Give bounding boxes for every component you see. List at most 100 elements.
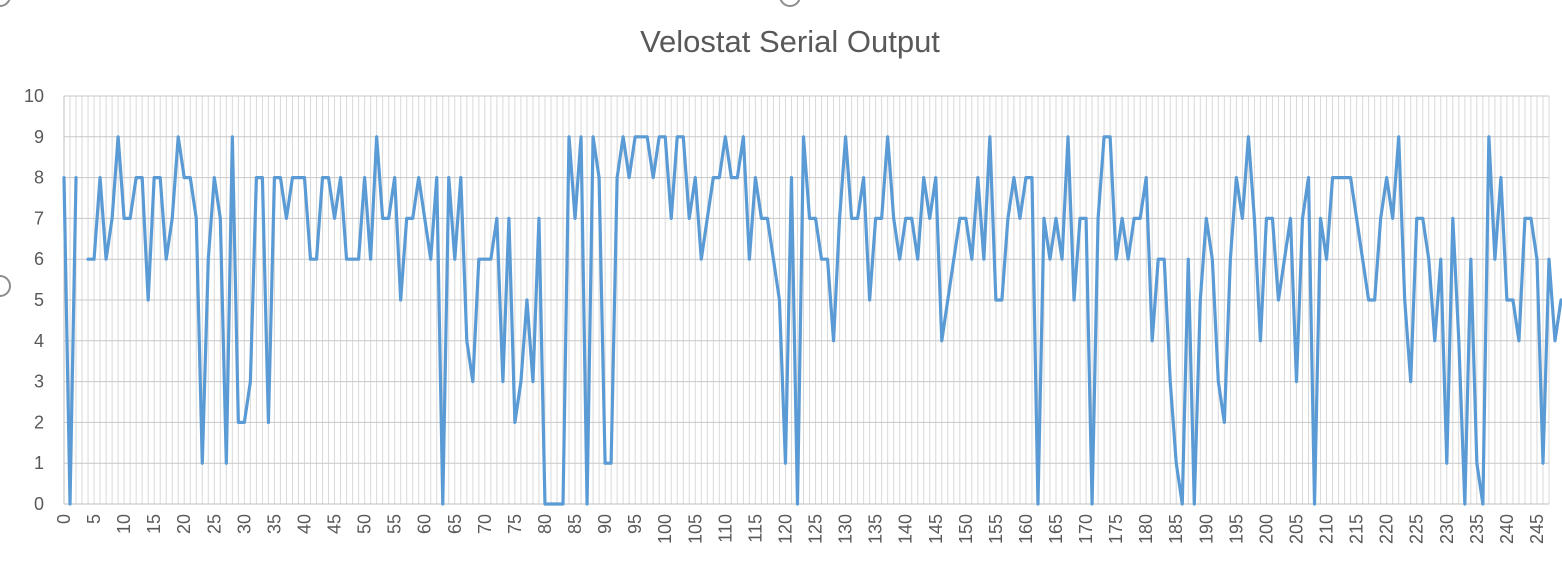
data-point [640,136,642,138]
data-point [1379,217,1381,219]
x-tick-label: 35 [264,514,284,534]
left-resize-handle[interactable] [0,275,11,297]
data-point [538,217,540,219]
data-point [634,136,636,138]
data-point [1007,217,1009,219]
data-point [880,217,882,219]
x-tick-label: 70 [475,514,495,534]
data-point [688,217,690,219]
data-point [796,503,798,505]
x-tick-label: 55 [385,514,405,534]
data-point [1301,217,1303,219]
data-point [387,217,389,219]
data-point [369,258,371,260]
data-point [1115,258,1117,260]
x-tick-label: 110 [715,514,735,543]
data-point [1091,503,1093,505]
data-point [339,176,341,178]
corner-resize-handle[interactable] [0,0,11,7]
x-tick-label: 75 [505,514,525,534]
x-tick-label: 95 [625,514,645,534]
data-point [905,217,907,219]
data-point [989,136,991,138]
y-tick-label: 0 [34,494,44,514]
y-tick-label: 9 [34,127,44,147]
data-point [586,503,588,505]
x-tick-label: 85 [565,514,585,534]
data-point [249,380,251,382]
data-point [862,176,864,178]
data-point [700,258,702,260]
data-point [1536,258,1538,260]
data-point [171,217,173,219]
data-point [1193,503,1195,505]
data-point [868,299,870,301]
data-point [93,258,95,260]
y-tick-labels: 0 1 2 3 4 5 6 7 8 9 10 [24,86,44,514]
top-resize-handle[interactable] [779,0,801,7]
data-point [496,217,498,219]
data-point [844,136,846,138]
data-point [99,176,101,178]
data-point [1037,503,1039,505]
data-point [393,176,395,178]
x-tick-label: 180 [1136,514,1156,544]
data-point [1061,258,1063,260]
x-tick-label: 195 [1226,514,1246,544]
data-point [754,176,756,178]
data-point [466,340,468,342]
x-tick-label: 240 [1497,514,1517,544]
data-point [1313,503,1315,505]
data-point [159,176,161,178]
data-point [562,503,564,505]
x-tick-label: 20 [174,514,194,534]
data-point [790,176,792,178]
data-point [1121,217,1123,219]
data-point [454,258,456,260]
data-point [1031,176,1033,178]
data-point [1199,299,1201,301]
data-point [1482,503,1484,505]
data-point [1109,136,1111,138]
data-point [652,176,654,178]
chart-title: Velostat Serial Output [640,24,940,59]
data-point [141,176,143,178]
data-point [430,258,432,260]
x-tick-label: 220 [1377,514,1397,544]
data-point [1139,217,1141,219]
data-point [1422,217,1424,219]
data-point [1416,217,1418,219]
y-tick-label: 4 [34,331,44,351]
data-point [856,217,858,219]
data-point [1133,217,1135,219]
data-point [1289,217,1291,219]
x-tick-label: 15 [144,514,164,534]
data-point [273,176,275,178]
data-point [1440,258,1442,260]
data-point [712,176,714,178]
data-point [706,217,708,219]
data-point [1410,380,1412,382]
x-tick-label: 230 [1437,514,1457,544]
data-point [610,462,612,464]
x-tick-label: 40 [294,514,314,534]
series-line-segment [62,176,78,506]
data-point [676,136,678,138]
data-point [730,176,732,178]
data-point [965,217,967,219]
data-point [1043,217,1045,219]
data-point [460,176,462,178]
data-point [399,299,401,301]
data-point [874,217,876,219]
data-point [351,258,353,260]
data-point [189,176,191,178]
data-point [213,176,215,178]
data-point [953,258,955,260]
data-point [237,421,239,423]
data-point [1361,258,1363,260]
data-point [1397,136,1399,138]
data-point [484,258,486,260]
data-point [261,176,263,178]
data-point [1169,380,1171,382]
